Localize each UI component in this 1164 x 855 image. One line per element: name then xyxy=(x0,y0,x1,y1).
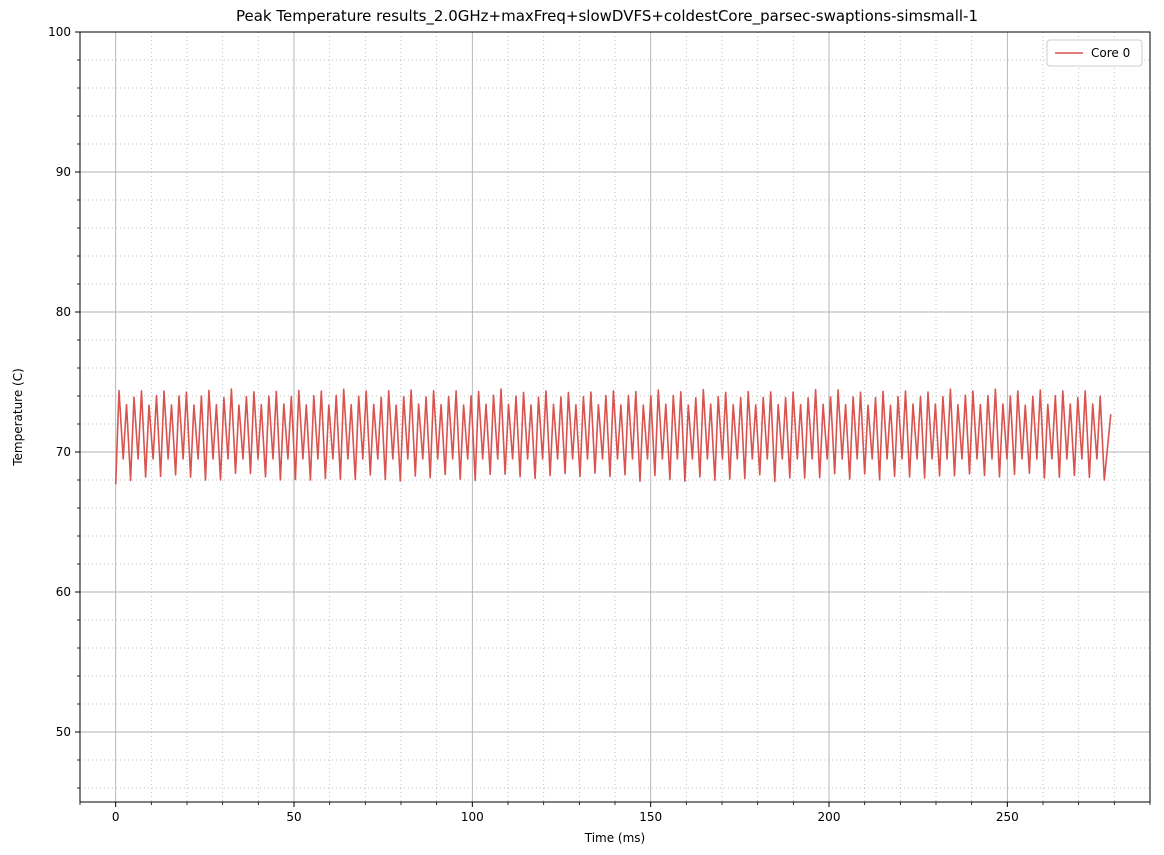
x-tick-label: 150 xyxy=(639,810,662,824)
x-tick-label: 200 xyxy=(818,810,841,824)
legend-label-core-0: Core 0 xyxy=(1091,46,1130,60)
x-tick-label: 0 xyxy=(112,810,120,824)
y-tick-label: 70 xyxy=(56,445,71,459)
y-tick-label: 80 xyxy=(56,305,71,319)
series-layer xyxy=(114,388,1112,485)
x-axis-label: Time (ms) xyxy=(584,831,646,845)
major-grid xyxy=(80,31,1150,802)
x-axis-ticks: 0 50 100 150 200 250 xyxy=(79,802,1151,824)
y-tick-label: 50 xyxy=(56,725,71,739)
y-axis-label: Temperature (C) xyxy=(11,368,25,467)
x-tick-label: 250 xyxy=(996,810,1019,824)
y-tick-label: 100 xyxy=(48,25,71,39)
legend: Core 0 xyxy=(1046,39,1143,67)
x-tick-label: 100 xyxy=(461,810,484,824)
y-tick-label: 90 xyxy=(56,165,71,179)
legend-box xyxy=(1046,39,1143,67)
chart-title: Peak Temperature results_2.0GHz+maxFreq+… xyxy=(236,7,978,26)
series-line-core-0 xyxy=(114,388,1112,485)
x-tick-label: 50 xyxy=(286,810,301,824)
y-axis-ticks: 50 60 70 80 90 100 xyxy=(48,25,80,789)
y-tick-label: 60 xyxy=(56,585,71,599)
